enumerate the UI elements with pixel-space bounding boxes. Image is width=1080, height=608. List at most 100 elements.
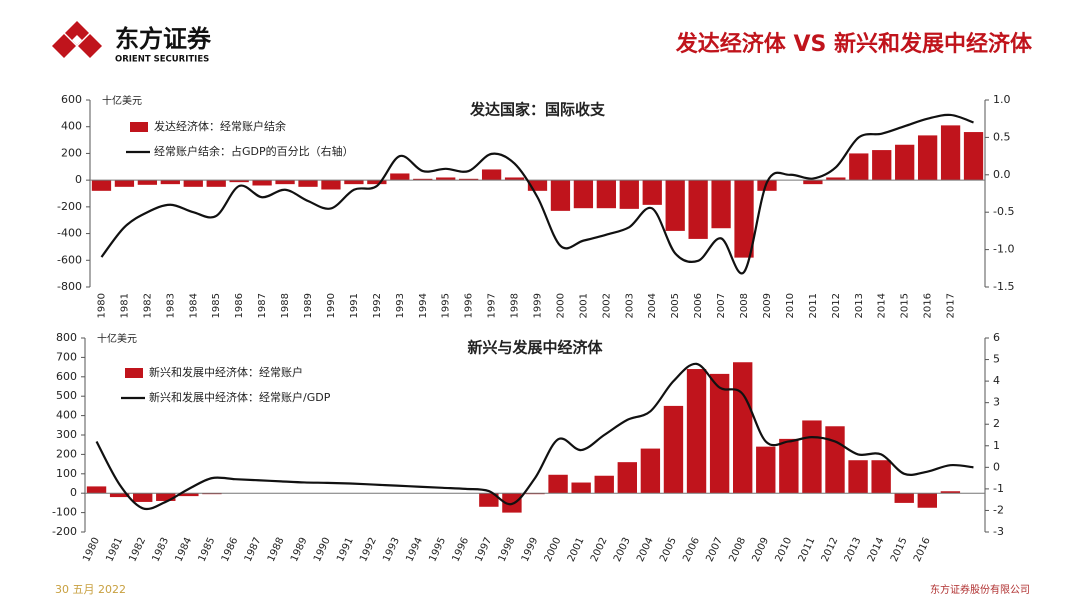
bar xyxy=(617,462,637,494)
bar xyxy=(940,491,961,494)
x-tick-label: 1988 xyxy=(266,536,287,564)
bar xyxy=(757,180,777,191)
x-tick-label: 2003 xyxy=(612,536,633,564)
y2-tick-label: 5 xyxy=(993,353,1000,366)
x-tick-label: 2010 xyxy=(785,293,796,318)
bar xyxy=(179,493,199,497)
x-tick-label: 2013 xyxy=(843,536,864,564)
x-tick-label: 1989 xyxy=(289,536,310,564)
bar xyxy=(527,180,548,191)
y-tick-label: 0 xyxy=(75,173,82,186)
x-tick-label: 2015 xyxy=(889,536,910,564)
bar xyxy=(413,178,433,181)
x-tick-label: 1980 xyxy=(81,536,102,564)
x-tick-label: 1987 xyxy=(243,536,264,564)
y-tick-label: -200 xyxy=(52,525,77,538)
footer-date: 30 五月 2022 xyxy=(55,583,126,596)
bar xyxy=(298,180,318,187)
bar xyxy=(733,362,753,494)
bar xyxy=(367,180,387,185)
x-tick-label: 2007 xyxy=(716,293,727,318)
x-tick-label: 2017 xyxy=(946,293,957,318)
legend-label: 新兴和发展中经济体：经常账户 xyxy=(149,365,303,379)
x-tick-label: 2014 xyxy=(866,536,887,564)
y2-tick-label: -1.5 xyxy=(993,280,1014,293)
x-tick-label: 1985 xyxy=(211,293,222,318)
bar xyxy=(709,373,730,494)
x-tick-label: 1985 xyxy=(197,536,218,564)
x-tick-label: 1999 xyxy=(520,536,541,564)
x-tick-label: 1981 xyxy=(119,293,130,318)
x-tick-label: 2006 xyxy=(681,536,702,564)
y-axis-label: 十亿美元 xyxy=(97,332,137,345)
x-tick-label: 1988 xyxy=(280,293,291,318)
y2-tick-label: 0 xyxy=(993,460,1000,473)
y-tick-label: -400 xyxy=(57,227,82,240)
x-tick-label: 2014 xyxy=(877,293,888,318)
x-tick-label: 1998 xyxy=(510,293,521,318)
bar xyxy=(872,150,892,181)
y-tick-label: -200 xyxy=(57,200,82,213)
y2-tick-label: 0.0 xyxy=(993,168,1011,181)
bar xyxy=(642,180,662,205)
x-tick-label: 2001 xyxy=(578,293,589,318)
legend-label: 发达经济体：经常账户结余 xyxy=(154,119,286,133)
bar xyxy=(550,180,571,211)
bar xyxy=(917,493,937,508)
bar xyxy=(825,426,845,494)
bar xyxy=(479,493,499,507)
bar xyxy=(436,177,456,181)
x-tick-label: 1981 xyxy=(104,536,125,564)
footer-company: 东方证券股份有限公司 xyxy=(930,583,1030,596)
y-tick-label: 600 xyxy=(56,370,77,383)
bar xyxy=(481,169,502,181)
y-tick-label: 100 xyxy=(56,467,77,480)
x-tick-label: 1991 xyxy=(335,536,356,564)
x-tick-label: 1991 xyxy=(349,293,360,318)
bar xyxy=(803,180,823,185)
bar xyxy=(756,446,776,494)
x-tick-label: 1999 xyxy=(533,293,544,318)
y2-tick-label: 1.0 xyxy=(993,93,1011,106)
y2-tick-label: 6 xyxy=(993,331,1000,344)
x-tick-label: 2011 xyxy=(808,293,819,318)
x-tick-label: 1996 xyxy=(464,293,475,318)
bar xyxy=(504,177,525,181)
x-tick-label: 2005 xyxy=(670,293,681,318)
x-tick-label: 1995 xyxy=(441,293,452,318)
y-tick-label: 0 xyxy=(70,486,77,499)
x-tick-label: 1996 xyxy=(450,536,471,564)
bar xyxy=(688,180,708,239)
x-tick-label: 2010 xyxy=(774,536,795,564)
x-tick-label: 1980 xyxy=(96,293,107,318)
bar xyxy=(711,180,731,229)
y2-tick-label: -0.5 xyxy=(993,205,1014,218)
chart-title: 发达国家：国际收支 xyxy=(469,101,606,119)
x-tick-label: 1983 xyxy=(150,536,171,564)
y-tick-label: 200 xyxy=(61,146,82,159)
x-tick-label: 1998 xyxy=(497,536,518,564)
legend-label: 经常账户结余：占GDP的百分比（右轴） xyxy=(154,144,354,158)
x-tick-label: 2002 xyxy=(601,293,612,318)
x-tick-label: 2008 xyxy=(727,536,748,564)
bar xyxy=(640,448,661,494)
x-tick-label: 1997 xyxy=(487,293,498,318)
bar xyxy=(86,486,107,494)
y2-tick-label: -2 xyxy=(993,503,1004,516)
line-series xyxy=(95,362,974,511)
bar xyxy=(229,180,249,183)
x-tick-label: 2001 xyxy=(566,536,587,564)
x-tick-label: 1994 xyxy=(418,293,429,318)
y2-tick-label: -1.0 xyxy=(993,243,1014,256)
x-tick-label: 2004 xyxy=(647,293,658,318)
bar xyxy=(109,493,130,498)
y2-tick-label: -3 xyxy=(993,525,1004,538)
y2-tick-label: 4 xyxy=(993,374,1000,387)
bar xyxy=(663,405,684,494)
x-tick-label: 1983 xyxy=(165,293,176,318)
y-tick-label: 800 xyxy=(56,331,77,344)
x-tick-label: 2016 xyxy=(912,536,933,564)
bar xyxy=(548,474,568,494)
y-tick-label: -800 xyxy=(57,280,82,293)
y-tick-label: 500 xyxy=(56,389,77,402)
